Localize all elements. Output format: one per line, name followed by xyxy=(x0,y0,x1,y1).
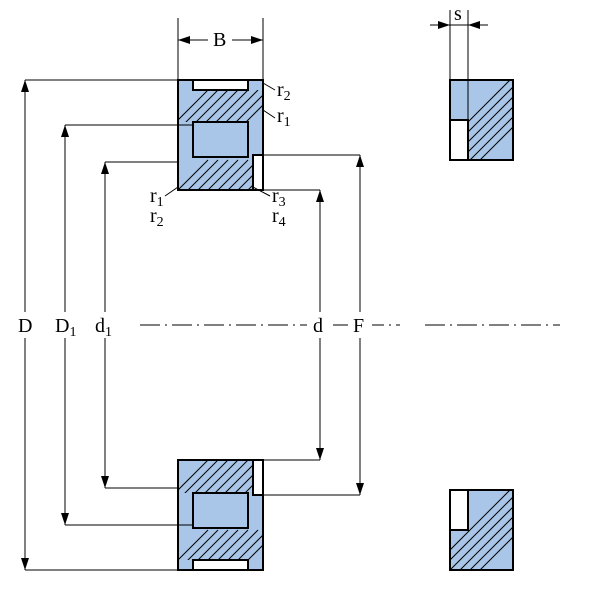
label-d: d xyxy=(313,315,323,337)
dimension-d1: d1 xyxy=(90,162,178,488)
label-s: s xyxy=(454,3,462,25)
leader-r-outer2: r2 xyxy=(263,79,291,104)
svg-text:r1: r1 xyxy=(277,105,291,130)
label-F: F xyxy=(353,315,364,337)
dimension-B: B xyxy=(178,18,263,80)
left-outer-top xyxy=(168,80,278,200)
label-B: B xyxy=(213,29,226,51)
bearing-technical-drawing: D D1 d1 d F xyxy=(0,0,600,600)
label-D: D xyxy=(18,315,32,337)
right-outer-bottom xyxy=(420,490,560,580)
leader-r-outer1: r1 xyxy=(263,105,291,130)
right-outer-top xyxy=(420,80,560,170)
left-outer-bottom xyxy=(168,460,278,570)
svg-text:r2: r2 xyxy=(277,79,291,104)
